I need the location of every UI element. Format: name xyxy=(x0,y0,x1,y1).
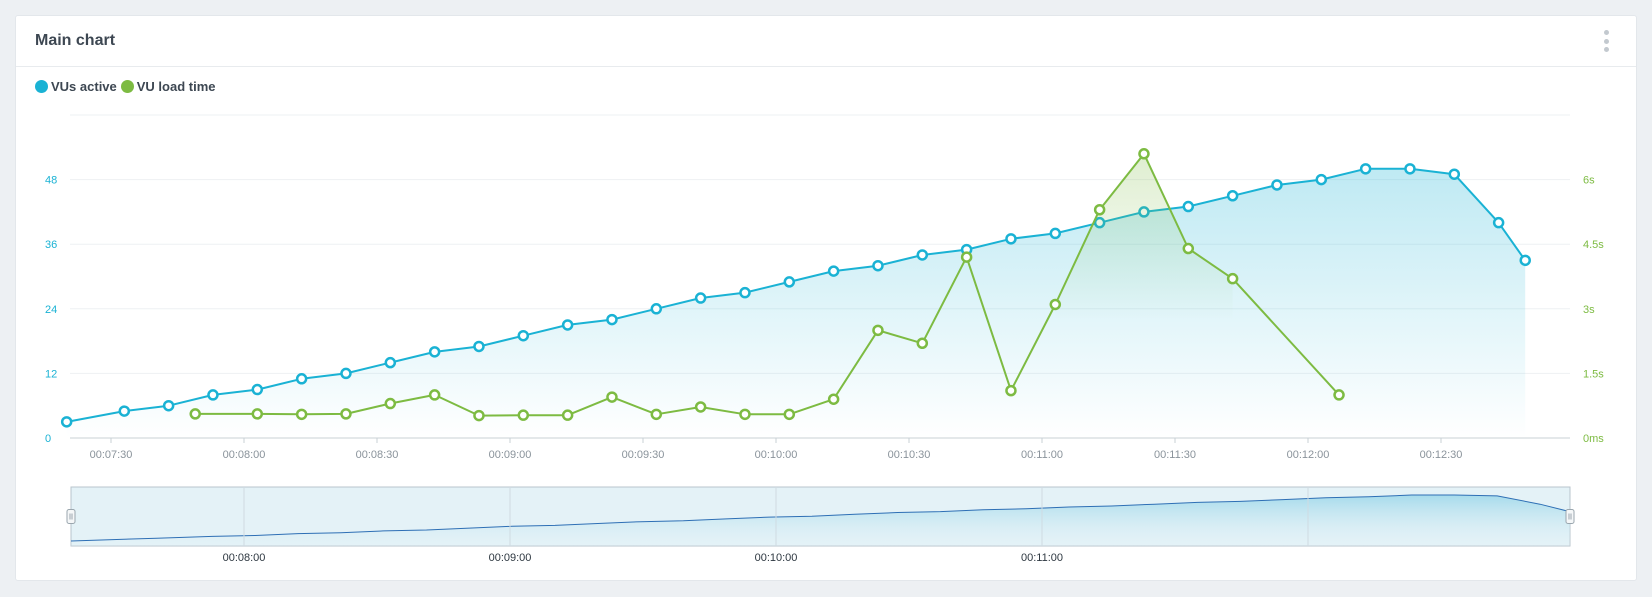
point-vu-load-time xyxy=(1138,148,1150,160)
point-vus-active xyxy=(1182,200,1195,213)
point-vus-active xyxy=(1005,233,1017,245)
x-tick-label: 00:10:00 xyxy=(755,449,798,461)
point-vus-active xyxy=(118,405,131,417)
point-vu-load-time xyxy=(872,324,884,337)
point-vu-load-time xyxy=(650,408,663,421)
point-vus-active xyxy=(207,389,219,401)
navigator-tick-label: 00:10:00 xyxy=(755,552,798,564)
point-vus-active xyxy=(916,249,929,261)
point-vus-active xyxy=(694,292,707,304)
point-vu-load-time xyxy=(428,389,441,401)
y-left-tick-label: 0 xyxy=(45,433,51,445)
point-vus-active xyxy=(384,356,397,369)
point-vus-active xyxy=(1492,216,1505,229)
point-vu-load-time xyxy=(606,391,618,403)
point-vus-active xyxy=(606,313,618,326)
legend-label-vus-active: VUs active xyxy=(51,79,117,94)
point-vus-active xyxy=(650,303,663,315)
x-tick-label: 00:07:30 xyxy=(90,449,133,461)
navigator-right-handle[interactable] xyxy=(1565,509,1575,524)
point-vu-load-time xyxy=(694,401,707,413)
x-tick-label: 00:09:00 xyxy=(489,449,532,461)
kebab-menu-icon[interactable] xyxy=(1600,30,1612,52)
x-tick-label: 00:11:00 xyxy=(1021,449,1063,461)
legend-item-vu-load-time[interactable]: VU load time xyxy=(120,79,216,94)
point-vu-load-time xyxy=(340,408,352,420)
y-left-tick-label: 48 xyxy=(45,175,57,187)
y-left-tick-label: 36 xyxy=(45,239,57,251)
point-vus-active xyxy=(872,259,884,272)
point-vus-active xyxy=(739,286,751,299)
chart-legend: VUs active VU load time xyxy=(35,79,220,94)
navigator-left-handle[interactable] xyxy=(66,509,76,524)
y-right-tick-label: 1.5s xyxy=(1583,368,1604,380)
point-vu-load-time xyxy=(1182,242,1195,255)
point-vu-load-time xyxy=(739,408,751,421)
x-tick-label: 00:12:00 xyxy=(1287,449,1330,461)
x-tick-label: 00:10:30 xyxy=(888,449,931,461)
navigator-area xyxy=(71,495,1570,546)
area-vu-load-time xyxy=(1055,153,1233,320)
x-tick-label: 00:08:30 xyxy=(356,449,399,461)
point-vus-active xyxy=(340,367,352,380)
point-vu-load-time xyxy=(295,408,308,421)
legend-dot-vu-load-time xyxy=(120,80,134,93)
point-vu-load-time xyxy=(1093,203,1106,216)
x-tick-label: 00:08:00 xyxy=(223,449,266,461)
point-vu-load-time xyxy=(1333,389,1345,401)
point-vu-load-time xyxy=(473,409,485,422)
y-right-tick-label: 3s xyxy=(1583,304,1595,316)
point-vus-active xyxy=(783,276,796,288)
point-vus-active xyxy=(1049,227,1062,240)
card-title: Main chart xyxy=(35,32,116,49)
point-vus-active xyxy=(1315,173,1328,186)
y-left-tick-label: 24 xyxy=(45,304,57,316)
point-vu-load-time xyxy=(1049,298,1062,311)
point-vus-active xyxy=(251,383,264,396)
point-vu-load-time xyxy=(517,409,530,421)
point-vus-active xyxy=(1404,163,1416,175)
navigator-tick-label: 00:08:00 xyxy=(223,552,266,564)
point-vu-load-time xyxy=(916,337,929,350)
point-vu-load-time xyxy=(561,409,574,421)
point-vu-load-time xyxy=(960,251,973,263)
point-vu-load-time xyxy=(783,408,796,421)
legend-dot-vus-active xyxy=(35,80,48,93)
point-vus-active xyxy=(295,373,308,385)
y-right-tick-label: 6s xyxy=(1583,175,1595,187)
point-vus-active xyxy=(1271,179,1283,191)
point-vu-load-time xyxy=(251,408,264,420)
point-vus-active xyxy=(162,399,175,412)
navigator-tick-label: 00:11:00 xyxy=(1021,552,1063,564)
point-vus-active xyxy=(1519,254,1531,267)
point-vu-load-time xyxy=(1226,272,1239,285)
point-vus-active xyxy=(60,416,73,428)
navigator-tick-label: 00:09:00 xyxy=(489,552,532,564)
legend-label-vu-load-time: VU load time xyxy=(136,79,216,94)
point-vus-active xyxy=(1448,168,1461,180)
point-vus-active xyxy=(561,319,574,331)
y-left-tick-label: 12 xyxy=(45,368,57,380)
point-vus-active xyxy=(1359,163,1372,175)
legend-item-vus-active[interactable]: VUs active xyxy=(35,79,117,94)
line-vus-active xyxy=(66,167,1527,423)
x-tick-label: 00:12:30 xyxy=(1420,449,1463,461)
y-right-tick-label: 0ms xyxy=(1583,433,1604,445)
point-vus-active xyxy=(517,329,530,342)
point-vu-load-time xyxy=(189,408,201,420)
x-tick-label: 00:11:30 xyxy=(1154,449,1196,461)
point-vus-active xyxy=(827,265,840,277)
point-vu-load-time xyxy=(827,393,840,405)
navigator-line xyxy=(70,494,1571,542)
point-vus-active xyxy=(1226,190,1239,202)
area-vus-active xyxy=(66,168,1526,439)
x-tick-label: 00:09:30 xyxy=(622,449,665,461)
point-vus-active xyxy=(428,346,441,358)
point-vu-load-time xyxy=(1005,384,1017,397)
card-header: Main chart xyxy=(16,16,1636,67)
point-vu-load-time xyxy=(384,397,397,410)
point-vus-active xyxy=(473,340,485,353)
y-right-tick-label: 4.5s xyxy=(1583,239,1604,251)
